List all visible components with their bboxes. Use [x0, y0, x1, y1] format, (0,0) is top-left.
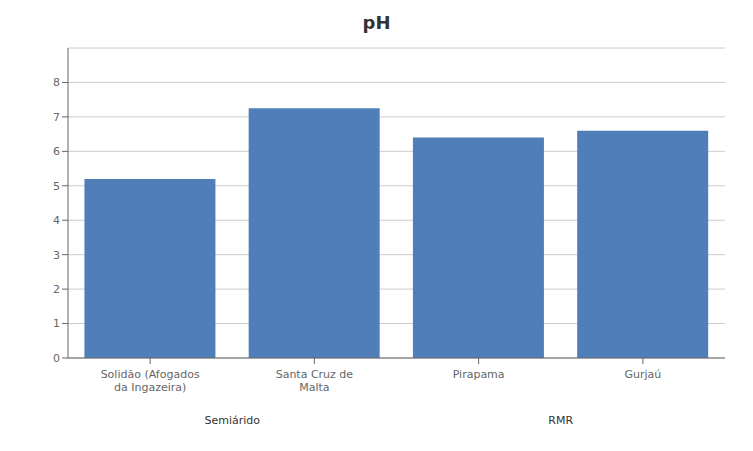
html-text:Semiárido: Semiárido	[204, 414, 260, 427]
html-text:pH: pH	[362, 12, 391, 33]
svg-text:Gurjaú: Gurjaú	[624, 368, 661, 381]
svg-text:4: 4	[53, 214, 60, 227]
svg-text:2: 2	[53, 283, 60, 296]
svg-text:7: 7	[53, 111, 60, 124]
svg-text:1: 1	[53, 317, 60, 330]
svg-text:0: 0	[53, 352, 60, 365]
svg-text:8: 8	[53, 76, 60, 89]
svg-text:6: 6	[53, 145, 60, 158]
svg-text:Santa Cruz deMalta: Santa Cruz deMalta	[276, 368, 354, 394]
svg-text:Pirapama: Pirapama	[453, 368, 505, 381]
svg-text:5: 5	[53, 180, 60, 193]
svg-text:3: 3	[53, 249, 60, 262]
svg-text:Solidão (Afogadosda Ingazeira): Solidão (Afogadosda Ingazeira)	[101, 368, 200, 394]
html-text:RMR: RMR	[548, 414, 574, 427]
